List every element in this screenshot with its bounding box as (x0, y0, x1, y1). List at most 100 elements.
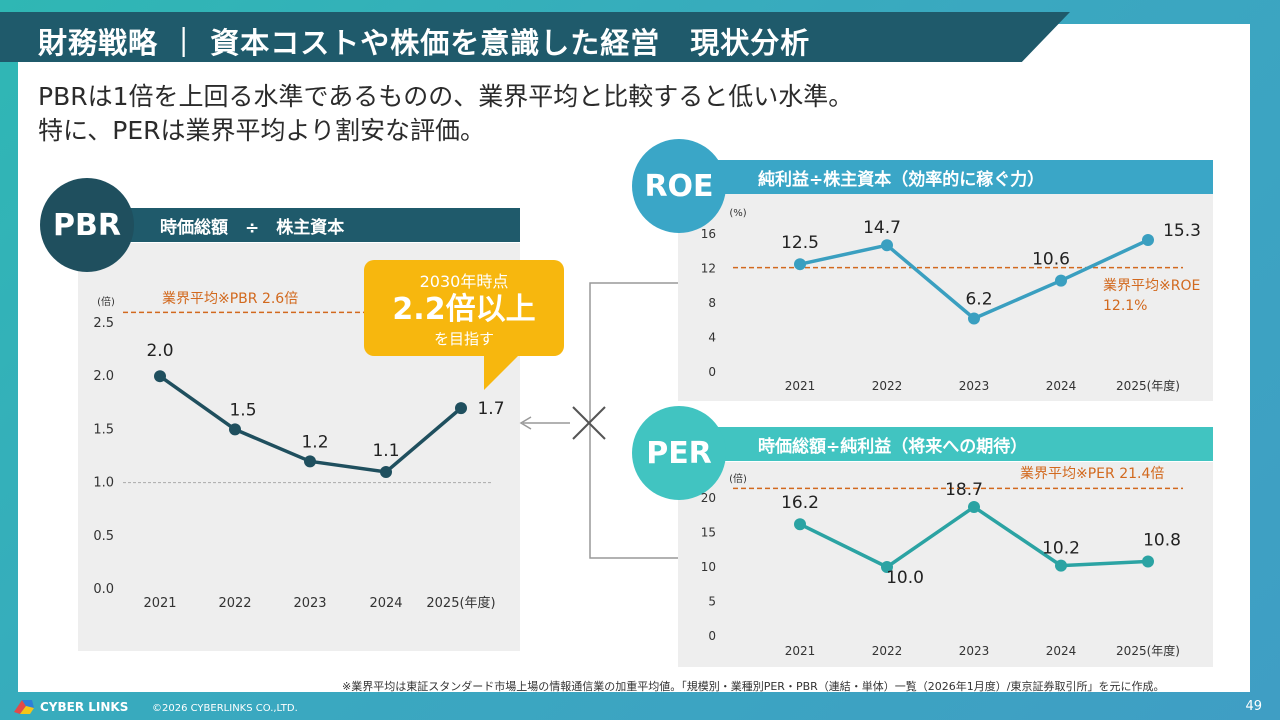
callout-line-3: を目指す (433, 330, 494, 348)
per-panel (678, 462, 1213, 667)
title-bar (0, 12, 1070, 62)
roe-data-point (968, 312, 980, 325)
roe-benchmark-label-2: 12.1% (1103, 298, 1147, 314)
per-formula-bar: 時価総額÷純利益（将来への期待） (678, 427, 1213, 461)
per-data-point (881, 561, 893, 573)
roe-data-point (794, 258, 806, 271)
cross-mark-b (572, 406, 606, 440)
pbr-data-label: 2.0 (146, 341, 173, 361)
roe-chart: (%) 0 4 8 12 16 2021 2022 2023 2024 2025(年度) 12.5 14… (701, 208, 1201, 393)
pbr-data-point (154, 370, 166, 383)
pbr-formula-bar: 時価総額 ÷ 株主資本 (78, 208, 520, 242)
pbr-data-label: 1.2 (301, 432, 328, 452)
pbr-data-point (380, 465, 392, 478)
pbr-y-tick-label: 0.0 (93, 582, 114, 597)
connector-lines (519, 282, 680, 559)
pbr-x-tick-label: 2022 (218, 596, 251, 611)
subtitle: PBRは1倍を上回る水準であるものの、業界平均と比較すると低い水準。 特に、PE… (38, 80, 853, 148)
connector-arrow-head (519, 416, 532, 430)
connector-bracket (589, 282, 680, 559)
logo-shape-blue (22, 700, 34, 708)
subtitle-line-1: PBRは1倍を上回る水準であるものの、業界平均と比較すると低い水準。 (38, 82, 854, 111)
per-data-label: 10.0 (886, 568, 924, 588)
page-title: 財務戦略 ｜ 資本コストや株価を意識した経営 現状分析 (38, 26, 811, 60)
pbr-data-point (455, 402, 467, 415)
footer-logo: CYBER LINKS (40, 700, 129, 714)
roe-x-tick-label: 2025(年度) (1116, 378, 1180, 393)
pbr-chart: (倍) 0.0 0.5 1.0 1.5 2.0 2.5 2021 2022 2023 2024 202… (93, 291, 504, 611)
roe-data-point (1142, 234, 1154, 247)
pbr-x-tick-label: 2025(年度) (426, 595, 495, 611)
per-series-line (799, 505, 1149, 569)
pbr-y-unit: (倍) (97, 295, 115, 308)
roe-panel (678, 194, 1213, 401)
logo-shape-yellow (20, 706, 34, 714)
per-x-tick-label: 2023 (959, 644, 990, 658)
per-data-point (968, 500, 980, 513)
pbr-y-tick-label: 0.5 (93, 529, 114, 544)
pbr-data-point (229, 423, 241, 436)
pbr-y-tick-label: 2.5 (93, 316, 114, 331)
callout-pointer-shape (484, 354, 520, 390)
per-data-label: 10.8 (1143, 530, 1181, 550)
roe-y-tick-label: 16 (701, 227, 716, 241)
per-x-tick-label: 2025(年度) (1116, 643, 1180, 658)
pbr-target-callout: 2030年時点 2.2倍以上 を目指す (364, 260, 564, 356)
roe-data-point (1055, 274, 1067, 287)
pbr-x-tick-label: 2023 (293, 596, 326, 611)
roe-badge: ROE (632, 139, 726, 233)
callout-pointer (484, 354, 520, 390)
roe-y-tick-label: 12 (701, 262, 716, 276)
per-x-tick-label: 2024 (1046, 644, 1077, 658)
cyberlinks-logo-icon (14, 700, 34, 714)
pbr-data-label: 1.7 (477, 399, 504, 419)
roe-x-tick-label: 2021 (785, 379, 816, 393)
roe-benchmark-label-1: 業界平均※ROE (1103, 278, 1200, 294)
per-data-label: 16.2 (781, 493, 819, 513)
per-formula: 時価総額÷純利益（将来への期待） (758, 436, 1028, 457)
pbr-data-label: 1.5 (229, 400, 256, 420)
footnote: ※業界平均は東証スタンダード市場上場の情報通信業の加重平均値。「規模別・業種別P… (342, 680, 1165, 693)
roe-x-tick-label: 2024 (1046, 379, 1077, 393)
pbr-y-tick-label: 1.0 (93, 476, 114, 491)
footer-copyright: ©2026 CYBERLINKS CO.,LTD. (152, 703, 298, 714)
per-benchmark-label: 業界平均※PER 21.4倍 (1020, 466, 1164, 482)
per-y-tick-label: 15 (701, 526, 716, 540)
pbr-y-tick-label: 2.0 (93, 369, 114, 384)
per-data-point (1055, 559, 1067, 572)
per-y-tick-label: 20 (701, 491, 716, 505)
callout-line-1: 2030年時点 (419, 272, 509, 291)
pbr-badge: PBR (40, 178, 134, 272)
roe-y-tick-label: 0 (708, 365, 716, 379)
per-y-tick-label: 5 (708, 595, 716, 609)
pbr-benchmark-label: 業界平均※PBR 2.6倍 (162, 291, 298, 307)
per-x-tick-label: 2021 (785, 644, 816, 658)
roe-data-point (881, 239, 893, 252)
per-badge: PER (632, 406, 726, 500)
roe-y-tick-label: 8 (708, 296, 716, 310)
roe-data-label: 15.3 (1163, 221, 1201, 241)
pbr-x-tick-label: 2024 (369, 596, 402, 611)
callout-line-2: 2.2倍以上 (392, 292, 536, 327)
per-chart: (倍) 0 5 10 15 20 2021 2022 2023 2024 2025(年度) 16.2 1… (701, 466, 1183, 658)
per-data-point (794, 518, 806, 531)
roe-y-unit: (%) (729, 208, 746, 219)
roe-x-tick-label: 2022 (872, 379, 903, 393)
roe-formula-bar: 純利益÷株主資本（効率的に稼ぐ力） (678, 160, 1213, 194)
roe-formula: 純利益÷株主資本（効率的に稼ぐ力） (758, 169, 1045, 190)
pbr-formula: 時価総額 ÷ 株主資本 (160, 217, 345, 238)
pbr-data-point (304, 455, 316, 468)
roe-x-tick-label: 2023 (959, 379, 990, 393)
pbr-y-tick-label: 1.5 (93, 422, 114, 437)
per-x-tick-label: 2022 (872, 644, 903, 658)
per-y-tick-label: 0 (708, 629, 716, 643)
roe-y-tick-label: 4 (708, 331, 716, 345)
roe-data-label: 12.5 (781, 233, 819, 253)
roe-data-label: 6.2 (965, 290, 992, 310)
logo-shape-red (14, 700, 26, 714)
per-y-tick-label: 10 (701, 560, 716, 574)
per-data-label: 18.7 (945, 480, 983, 500)
per-data-label: 10.2 (1042, 539, 1080, 559)
per-data-point (1142, 555, 1154, 568)
per-y-unit: (倍) (729, 472, 747, 485)
